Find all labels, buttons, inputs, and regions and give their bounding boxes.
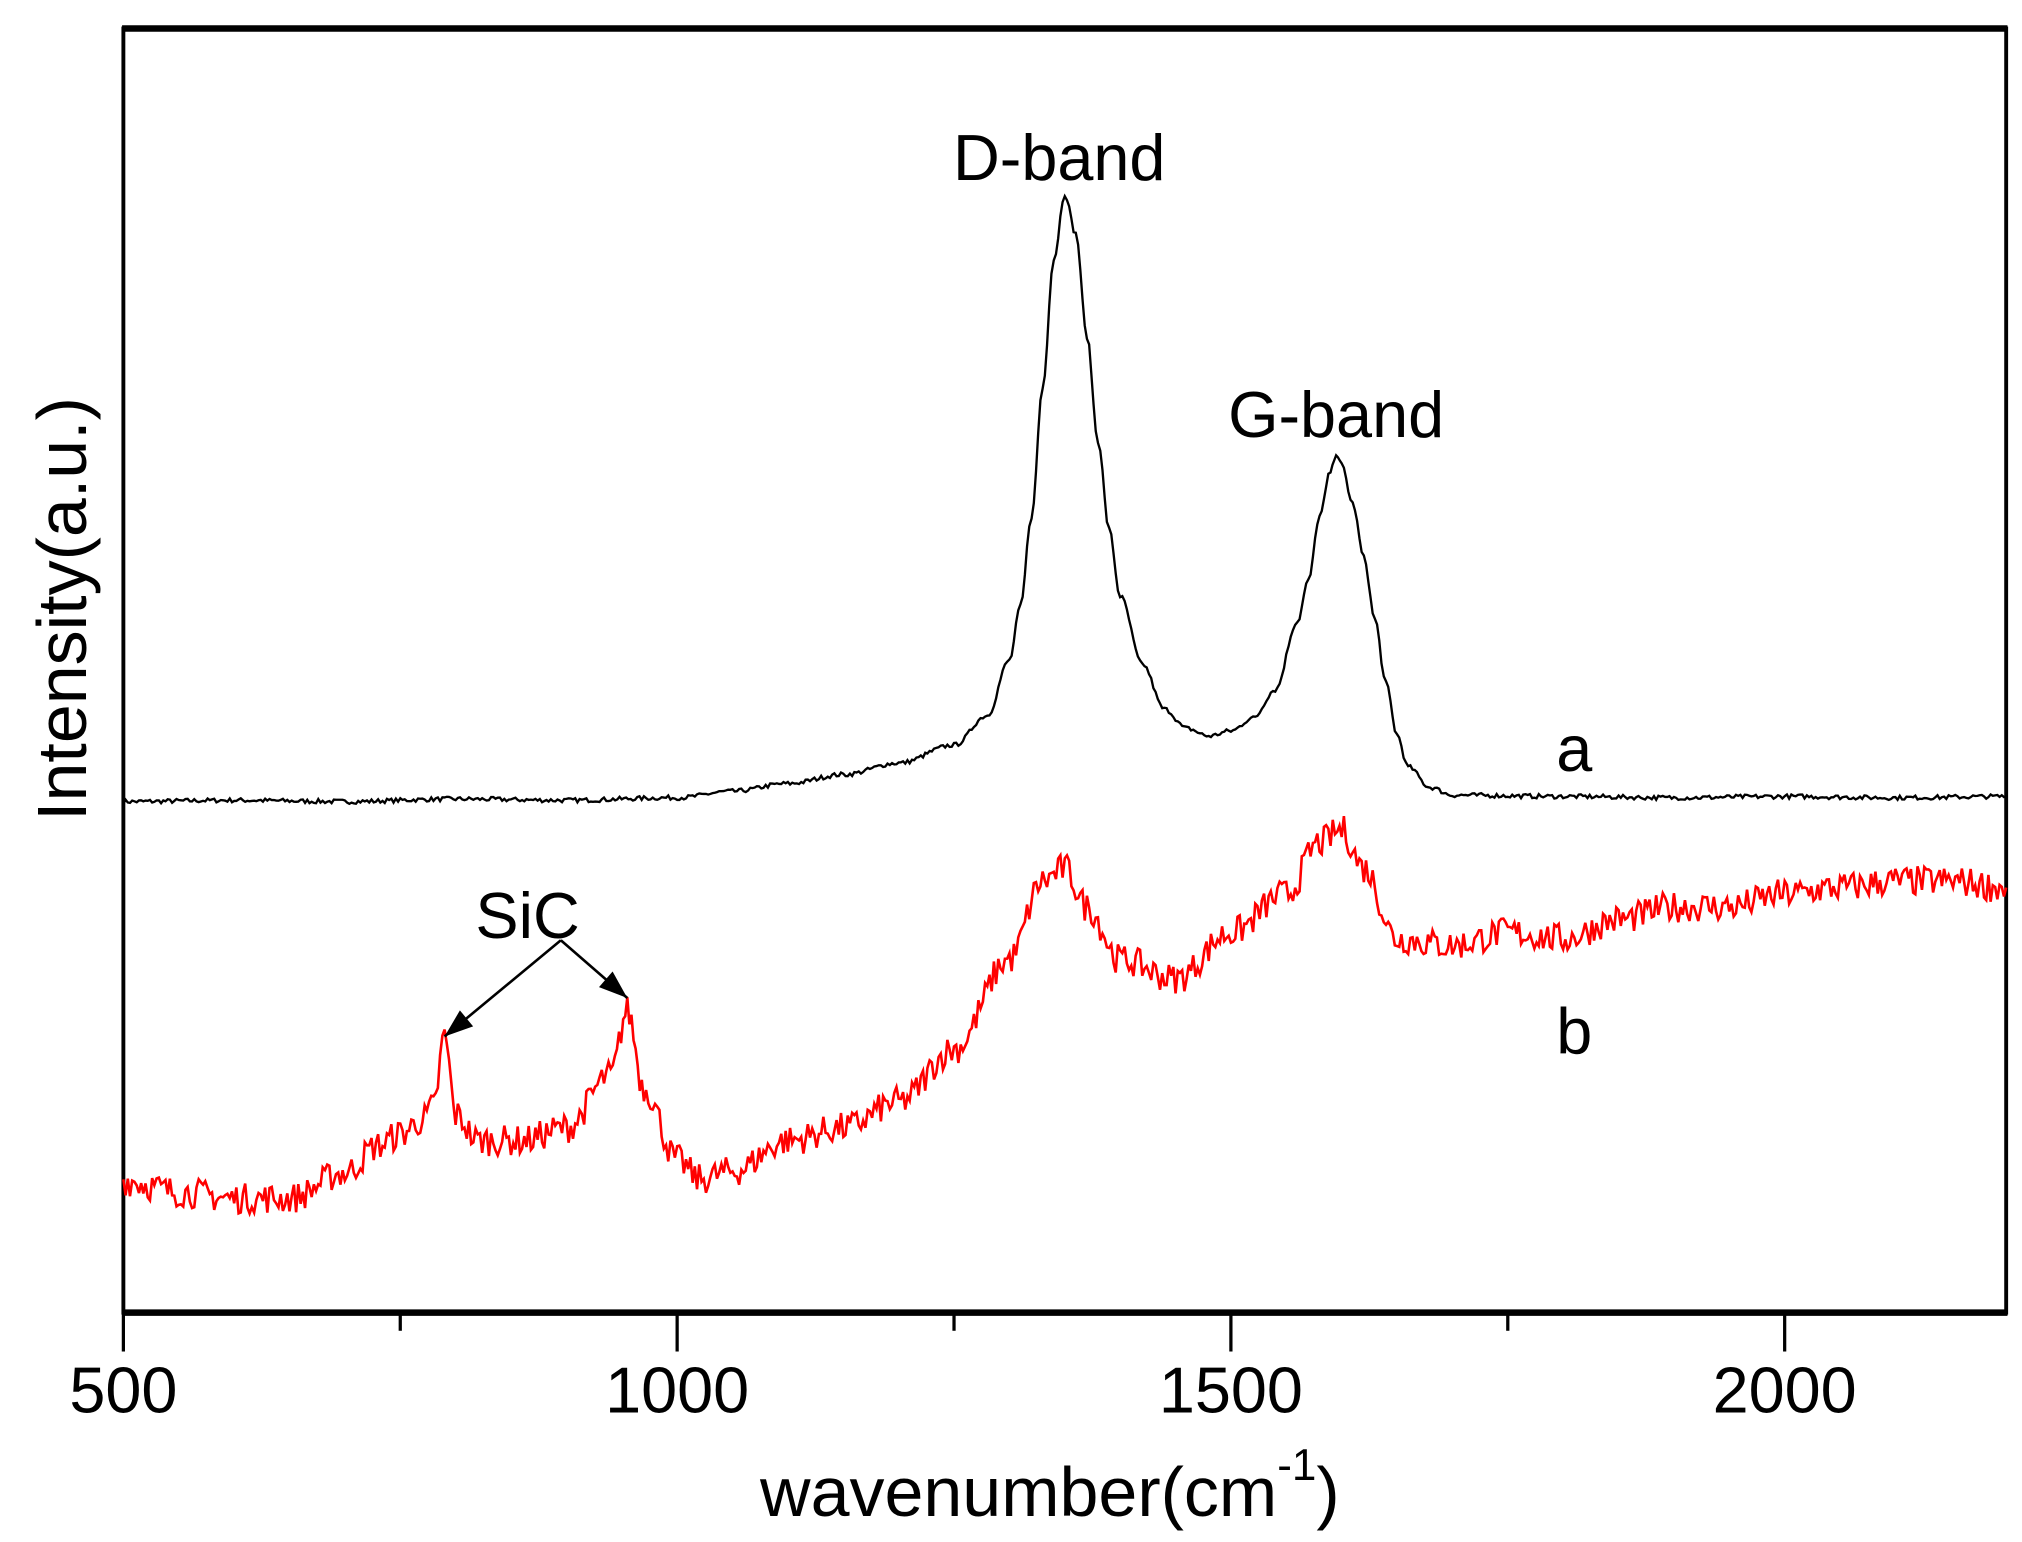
x-tick-label: 2000	[1713, 1353, 1857, 1426]
plot-area	[121, 25, 2009, 1352]
x-tick-label: 500	[69, 1353, 177, 1426]
arrow-head-icon	[598, 971, 628, 999]
annotation-g-band: G-band	[1228, 378, 1444, 451]
x-tick-label: 1500	[1159, 1353, 1303, 1426]
x-axis-title-superscript: -1	[1277, 1441, 1316, 1490]
x-axis-title-close: )	[1316, 1453, 1339, 1531]
annotation-d-band: D-band	[953, 121, 1165, 194]
x-tick-label: 1000	[605, 1353, 749, 1426]
series-label-b: b	[1556, 994, 1592, 1067]
x-axis-title-main: wavenumber(cm	[759, 1453, 1277, 1531]
annotation-sic: SiC	[475, 879, 579, 952]
y-axis-title: Intensity(a.u.)	[23, 397, 101, 821]
x-axis-title: wavenumber(cm-1)	[759, 1441, 1340, 1531]
plot-frame	[121, 26, 2009, 1315]
series-label-a: a	[1556, 712, 1593, 785]
arrow-head-icon	[444, 1010, 474, 1037]
series-line-a	[122, 193, 2007, 806]
series-line-b	[122, 815, 2008, 1218]
